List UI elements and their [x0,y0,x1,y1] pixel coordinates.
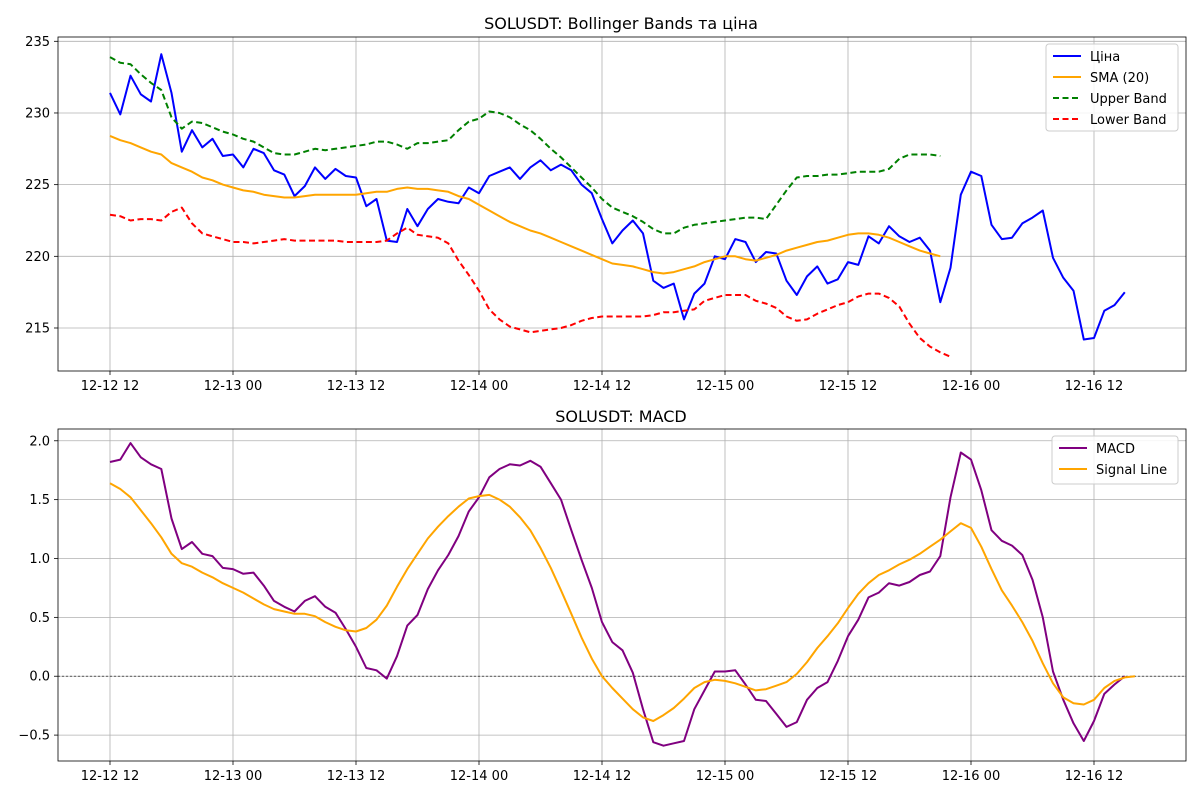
y-tick-label: 215 [25,321,50,336]
y-tick-label: −0.5 [18,729,50,744]
x-tick-label: 12-14 00 [450,379,508,394]
y-tick-label: 230 [25,106,50,121]
bollinger-legend: Ціна SMA (20) Upper Band Lower Band [1045,43,1179,132]
y-tick-label: 225 [25,178,50,193]
y-tick-label: 0.5 [29,611,50,626]
bollinger-legend-box [1045,43,1179,132]
x-tick-label: 12-15 12 [819,379,877,394]
bollinger-chart-title: SOLUSDT: Bollinger Bands та ціна [484,14,758,33]
x-tick-label: 12-15 12 [819,769,877,784]
y-tick-label: 235 [25,35,50,50]
legend-label-lower-band: Lower Band [1090,113,1166,128]
bollinger-axes-frame [57,36,1187,372]
legend-label-price: Ціна [1090,50,1120,65]
x-tick-label: 12-15 00 [696,379,754,394]
x-tick-label: 12-16 12 [1065,379,1123,394]
y-tick-label: 0.0 [29,670,50,685]
y-tick-label: 1.5 [29,493,50,508]
x-tick-label: 12-16 00 [942,379,1000,394]
macd-axes-frame [57,428,1187,762]
legend-label-macd: MACD [1096,442,1135,457]
series-line-upper-band [109,56,941,235]
macd-series [58,442,1186,747]
legend-label-upper-band: Upper Band [1090,92,1167,107]
legend-label-signal-line: Signal Line [1096,463,1167,478]
y-tick-label: 2.0 [29,434,50,449]
x-tick-label: 12-16 00 [942,769,1000,784]
y-tick-label: 220 [25,250,50,265]
bollinger-chart: SOLUSDT: Bollinger Bands та ціна 12-12 1… [25,14,1187,394]
x-tick-label: 12-16 12 [1065,769,1123,784]
x-tick-label: 12-14 12 [573,769,631,784]
macd-ticks: 12-12 12 12-13 00 12-13 12 12-14 00 12-14 12… [18,434,1123,784]
x-tick-label: 12-14 00 [450,769,508,784]
macd-chart: SOLUSDT: MACD 12-12 12 12-13 00 12-13 12 12… [18,407,1187,784]
x-tick-label: 12-12 12 [81,379,139,394]
bollinger-series [109,53,1126,358]
bollinger-ticks: 12-12 12 12-13 00 12-13 12 12-14 00 12-14 12… [25,35,1123,394]
macd-legend: MACD Signal Line [1051,435,1179,485]
series-line-macd [109,442,1126,747]
x-tick-label: 12-14 12 [573,379,631,394]
series-line-ціна [109,53,1126,341]
x-tick-label: 12-13 12 [327,379,385,394]
series-line-sma-20 [109,134,941,275]
x-tick-label: 12-13 00 [204,379,262,394]
y-tick-label: 1.0 [29,552,50,567]
x-tick-label: 12-12 12 [81,769,139,784]
legend-label-sma: SMA (20) [1090,71,1149,86]
x-tick-label: 12-13 12 [327,769,385,784]
x-tick-label: 12-15 00 [696,769,754,784]
x-tick-label: 12-13 00 [204,769,262,784]
series-line-signal-line [109,482,1136,722]
macd-chart-title: SOLUSDT: MACD [555,407,687,426]
